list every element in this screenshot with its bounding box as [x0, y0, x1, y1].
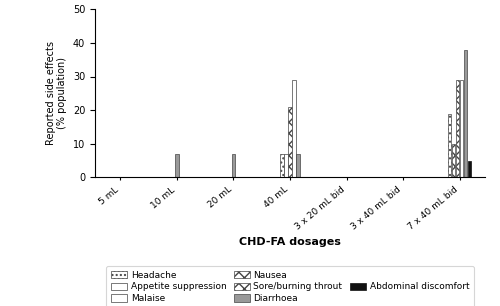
Bar	[232, 154, 235, 177]
Bar	[288, 107, 292, 177]
Bar	[468, 161, 471, 177]
Y-axis label: Reported side effects
(% population): Reported side effects (% population)	[46, 41, 68, 145]
Legend: Headache, Appetite suppression, Malaise, Nausea, Sore/burning throut, Diarrhoea,: Headache, Appetite suppression, Malaise,…	[106, 266, 474, 306]
Bar	[460, 80, 464, 177]
Bar	[296, 154, 300, 177]
Bar	[464, 50, 468, 177]
Bar	[280, 154, 284, 177]
Bar	[292, 80, 296, 177]
Bar	[284, 154, 288, 177]
X-axis label: CHD-FA dosages: CHD-FA dosages	[239, 237, 341, 247]
Bar	[456, 80, 460, 177]
Bar	[175, 154, 178, 177]
Bar	[452, 144, 456, 177]
Bar	[448, 114, 452, 177]
